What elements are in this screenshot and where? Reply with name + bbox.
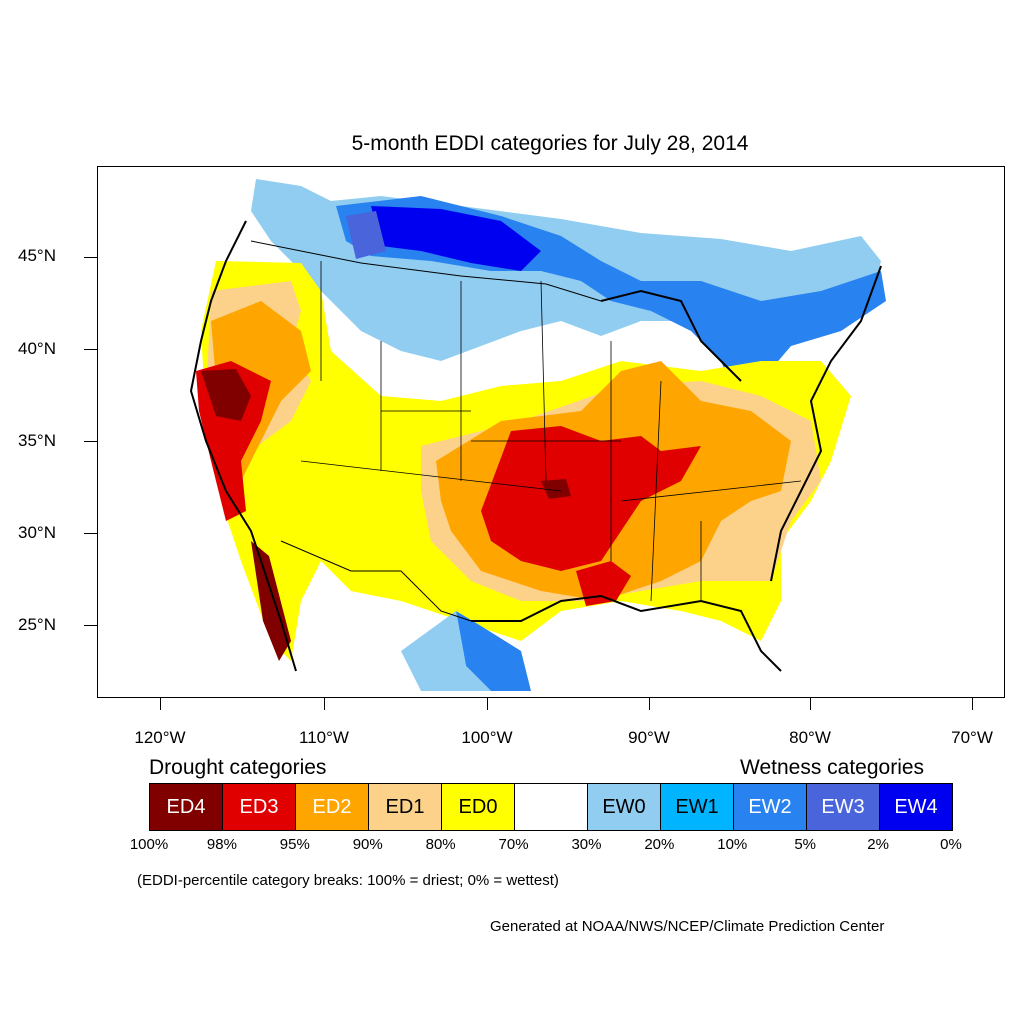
lon-label-110: 110°W	[299, 728, 349, 747]
east-coast	[770, 265, 882, 582]
region-ew3-north	[346, 211, 386, 259]
legend-break-label: 30%	[571, 836, 602, 853]
gulf-coast	[471, 594, 782, 672]
legend-break-label: 100%	[129, 836, 169, 853]
lon-label-70: 70°W	[951, 728, 993, 747]
lat-tick	[84, 441, 97, 442]
map-panel	[97, 166, 1005, 698]
mexico-border	[280, 540, 472, 622]
lon-tick	[649, 697, 650, 710]
us-border-north	[250, 240, 602, 302]
legend-break-label: 20%	[644, 836, 675, 853]
lat-label-30: 30°N	[18, 523, 56, 542]
legend-colorbar: ED4 ED3 ED2 ED1 ED0 EW0 EW1 EW2 EW3 EW4	[149, 783, 953, 831]
legend-cell-ew1: EW1	[661, 784, 734, 830]
legend-break-label: 80%	[425, 836, 456, 853]
lat-tick	[84, 257, 97, 258]
region-ew0-texas	[401, 611, 491, 691]
region-ed4-baja	[251, 541, 291, 661]
lat-tick	[84, 533, 97, 534]
lon-tick	[972, 697, 973, 710]
lon-label-120: 120°W	[134, 728, 186, 747]
legend-break-label: 98%	[206, 836, 237, 853]
region-ed4	[201, 369, 251, 421]
lon-label-90: 90°W	[628, 728, 670, 747]
drought-categories-title: Drought categories	[149, 756, 327, 779]
region-ew4-north	[371, 206, 541, 271]
region-ed3-south	[576, 561, 631, 606]
credit-line: Generated at NOAA/NWS/NCEP/Climate Predi…	[490, 918, 885, 935]
legend-cell-ew2: EW2	[734, 784, 807, 830]
west-coast	[189, 220, 297, 672]
lon-tick	[810, 697, 811, 710]
lon-tick	[487, 697, 488, 710]
legend-break-label: 90%	[352, 836, 383, 853]
state-lines	[300, 261, 802, 602]
legend-cell-ew4: EW4	[880, 784, 952, 830]
lon-label-100: 100°W	[461, 728, 513, 747]
legend-break-label: 70%	[498, 836, 529, 853]
legend-cell-ed1: ED1	[369, 784, 442, 830]
lon-tick	[160, 697, 161, 710]
map-title: 5-month EDDI categories for July 28, 201…	[351, 132, 749, 155]
legend-cell-neutral	[515, 784, 588, 830]
lat-label-40: 40°N	[18, 339, 56, 358]
legend-break-label: 5%	[794, 836, 817, 853]
legend-break-label: 10%	[717, 836, 748, 853]
lon-label-80: 80°W	[789, 728, 831, 747]
legend-cell-ew3: EW3	[807, 784, 880, 830]
lat-tick	[84, 349, 97, 350]
wetness-categories-title: Wetness categories	[740, 756, 925, 779]
legend-cell-ed2: ED2	[296, 784, 369, 830]
lon-tick	[324, 697, 325, 710]
legend-break-label: 2%	[867, 836, 889, 853]
legend-cell-ed0: ED0	[442, 784, 515, 830]
region-ew-texas	[456, 611, 531, 691]
eddi-map	[189, 179, 886, 691]
legend-cell-ed4: ED4	[150, 784, 223, 830]
legend-cell-ew0: EW0	[588, 784, 661, 830]
legend-break-label: 95%	[279, 836, 310, 853]
region-ed3	[481, 426, 701, 571]
great-lakes	[600, 289, 742, 382]
legend-break-label: 0%	[940, 836, 962, 853]
legend-cell-ed3: ED3	[223, 784, 296, 830]
lat-label-45: 45°N	[18, 246, 56, 265]
lat-tick	[84, 625, 97, 626]
lat-label-35: 35°N	[18, 431, 56, 450]
category-note: (EDDI-percentile category breaks: 100% =…	[137, 872, 559, 889]
lat-label-25: 25°N	[18, 615, 56, 634]
region-ed4-ok	[541, 479, 571, 499]
